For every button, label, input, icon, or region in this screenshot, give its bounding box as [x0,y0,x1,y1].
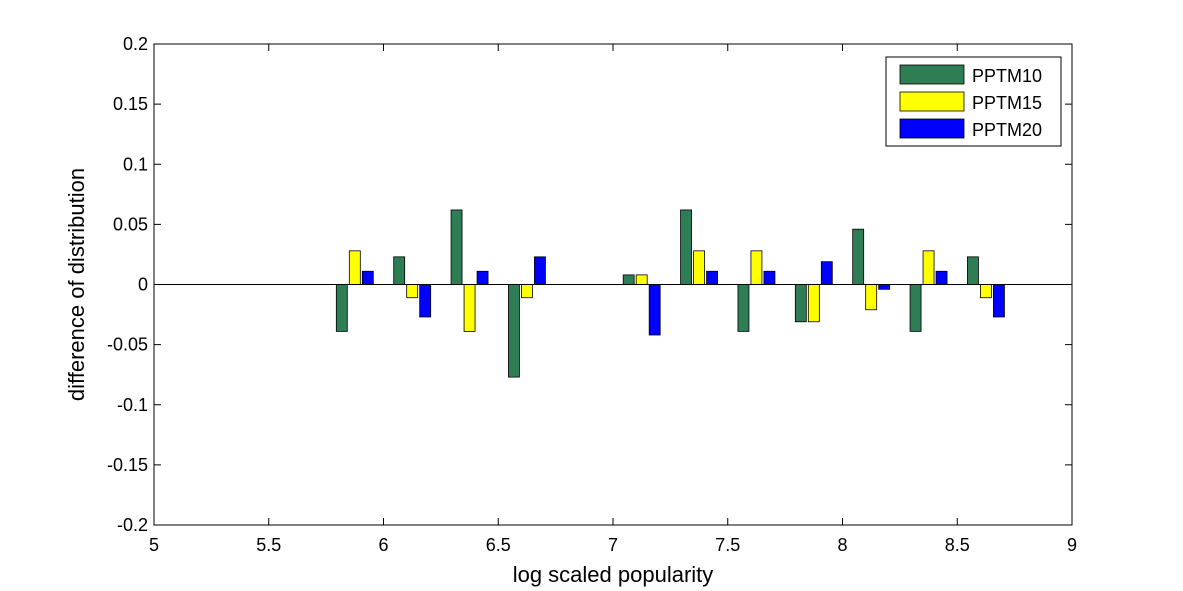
bar-pptm10-12 [852,228,865,285]
bar-pptm15-12 [865,284,878,311]
y-tick-label: -0.2 [117,515,148,535]
bars-layer [335,209,1005,378]
bar-pptm15-13 [922,250,935,285]
bar-pptm15-10 [750,250,763,285]
bar-pptm10-5 [450,209,463,285]
bar-pptm15-5 [463,284,476,332]
x-tick-label: 5.5 [256,535,281,555]
bar-pptm20-5 [476,270,489,285]
x-tick-label: 6 [378,535,388,555]
legend-swatch-pptm10 [899,64,965,85]
bar-pptm15-3 [348,250,361,285]
bar-pptm20-8 [648,284,661,336]
bar-pptm20-10 [763,270,776,285]
bar-pptm10-10 [737,284,750,332]
bar-pptm10-6 [508,284,520,378]
bar-pptm20-6 [534,256,546,285]
y-tick-label: 0.1 [123,154,148,174]
x-tick-label: 9 [1067,535,1077,555]
x-axis-label: log scaled popularity [513,562,714,587]
x-tick-label: 6.5 [486,535,511,555]
bar-pptm20-12 [878,284,891,290]
bar-pptm15-4 [406,284,419,299]
bar-pptm15-11 [807,284,820,323]
x-tick-label: 7 [608,535,618,555]
bar-pptm10-14 [967,256,979,285]
legend-swatch-pptm20 [899,118,965,139]
bar-pptm20-11 [820,261,833,285]
y-tick-label: 0.05 [113,214,148,234]
bar-pptm10-13 [909,284,922,332]
x-tick-label: 8.5 [945,535,970,555]
legend-label-pptm10: PPTM10 [972,66,1042,86]
bar-pptm10-8 [622,274,635,285]
bar-pptm20-3 [361,270,374,285]
bar-pptm10-11 [794,284,807,323]
y-tick-label: 0.15 [113,94,148,114]
y-tick-label: 0.2 [123,34,148,54]
y-tick-label: 0 [138,275,148,295]
bar-pptm15-6 [521,284,533,299]
bar-pptm20-9 [706,270,718,285]
ticks-layer [153,43,1073,526]
bar-pptm10-3 [335,284,348,332]
y-tick-label: -0.1 [117,395,148,415]
bar-pptm20-14 [993,284,1005,318]
bar-pptm20-13 [935,270,948,285]
bar-pptm15-8 [635,274,648,285]
bar-pptm10-9 [680,209,692,285]
bar-pptm10-4 [393,256,406,285]
legend-label-pptm20: PPTM20 [972,120,1042,140]
legend-label-pptm15: PPTM15 [972,93,1042,113]
y-axis-label: difference of distribution [64,168,89,401]
legend: PPTM10 PPTM15 PPTM20 [885,56,1062,147]
y-tick-label: -0.15 [107,455,148,475]
x-tick-label: 8 [837,535,847,555]
bar-pptm20-4 [419,284,432,318]
y-tick-label: -0.05 [107,335,148,355]
legend-swatch-pptm15 [899,91,965,112]
x-tick-label: 7.5 [715,535,740,555]
x-tick-label: 5 [149,535,159,555]
bar-pptm15-9 [693,250,705,285]
tick-labels-layer: 5 5.5 6 6.5 7 7.5 8 8.5 9 -0.2 -0.15 -0.1 -0.05 0 0.05… [107,34,1077,555]
bar-pptm15-14 [980,284,992,299]
